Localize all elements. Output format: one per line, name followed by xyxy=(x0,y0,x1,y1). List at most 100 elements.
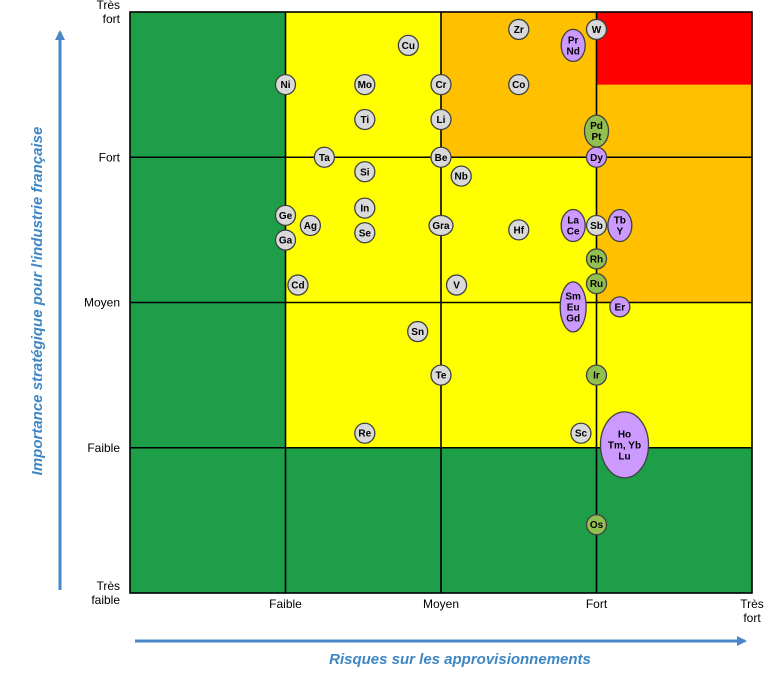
zone-r2-c0 xyxy=(130,157,286,303)
zone-r4-c2 xyxy=(441,447,597,594)
element-marker-shape xyxy=(430,108,452,131)
x-tick-label: Fort xyxy=(586,597,608,611)
zone-r3-c0 xyxy=(130,302,286,449)
element-marker-dy: Dy xyxy=(585,146,608,168)
element-marker-label: Dy xyxy=(590,153,603,164)
element-marker-shape xyxy=(607,208,633,243)
element-marker-label: Si xyxy=(360,167,370,178)
element-marker-nb: Nb xyxy=(450,165,472,187)
element-marker-label: In xyxy=(360,204,369,215)
element-marker-w: W xyxy=(585,18,608,41)
element-marker-cu: Cu xyxy=(397,34,419,57)
element-marker-label: Nb xyxy=(455,172,468,183)
element-marker-label: La Ce xyxy=(567,216,580,238)
element-marker-ir: Ir xyxy=(585,364,608,386)
element-marker-rh: Rh xyxy=(585,248,608,270)
element-marker-label: Ag xyxy=(304,221,317,232)
element-marker-te: Te xyxy=(430,364,452,386)
element-marker-sc: Sc xyxy=(570,422,592,444)
element-marker-ag: Ag xyxy=(299,214,322,237)
element-marker-li: Li xyxy=(430,108,452,131)
element-marker-sn: Sn xyxy=(407,320,429,343)
element-marker-shape xyxy=(354,222,376,244)
element-marker-pd-pt: Pd Pt xyxy=(583,114,610,148)
element-marker-mo: Mo xyxy=(354,73,376,96)
element-marker-shape xyxy=(585,18,608,41)
element-marker-shape xyxy=(430,73,452,96)
element-marker-label: Ti xyxy=(360,115,369,126)
element-marker-sm-eu-gd: Sm Eu Gd xyxy=(559,281,587,333)
element-marker-re: Re xyxy=(354,422,376,444)
element-marker-label: Os xyxy=(590,520,604,531)
y-axis-title: Importance stratégique pour l'industrie … xyxy=(29,127,46,476)
element-marker-os: Os xyxy=(585,514,608,536)
tick-labels: Très faible Faible Moyen Fort Très fort Faible M… xyxy=(84,0,764,625)
element-marker-shape xyxy=(570,422,592,444)
y-tick-label: Faible xyxy=(87,441,120,455)
element-marker-label: Sc xyxy=(575,429,588,440)
element-marker-se: Se xyxy=(354,222,376,244)
element-marker-label: Gra xyxy=(432,221,450,232)
zone-r1-c3 xyxy=(596,84,753,158)
element-marker-shape xyxy=(299,214,322,237)
zone-r0-c3 xyxy=(596,12,753,86)
element-marker-er: Er xyxy=(609,296,631,318)
element-marker-label: Se xyxy=(359,228,372,239)
element-marker-shape xyxy=(585,272,608,295)
risk-zones xyxy=(130,12,753,594)
element-marker-label: Tb Y xyxy=(614,216,626,238)
element-marker-shape xyxy=(508,219,530,241)
element-marker-label: Ta xyxy=(319,153,330,164)
element-marker-la-ce: La Ce xyxy=(560,208,586,243)
element-marker-shape xyxy=(585,146,608,168)
element-marker-label: Zr xyxy=(514,25,524,36)
y-tick-label: Très faible xyxy=(91,579,120,607)
x-tick-label: Très fort xyxy=(740,597,764,625)
element-marker-label: Ga xyxy=(279,236,293,247)
element-marker-label: Cu xyxy=(402,41,415,52)
element-marker-ti: Ti xyxy=(354,108,376,131)
element-marker-cd: Cd xyxy=(287,274,309,296)
element-marker-shape xyxy=(354,197,376,219)
element-marker-shape xyxy=(609,296,631,318)
element-marker-label: Pr Nd xyxy=(567,35,580,57)
element-marker-ge: Ge xyxy=(274,204,297,227)
element-marker-shape xyxy=(354,108,376,131)
element-marker-label: Sm Eu Gd xyxy=(565,291,581,324)
element-marker-be: Be xyxy=(430,146,452,168)
element-marker-ga: Ga xyxy=(274,229,297,251)
element-marker-pr-nd: Pr Nd xyxy=(560,28,586,63)
x-tick-label: Faible xyxy=(269,597,302,611)
element-marker-shape xyxy=(274,204,297,227)
zone-r1-c2 xyxy=(441,84,597,158)
x-axis-title: Risques sur les approvisionnements xyxy=(329,651,591,668)
y-tick-label: Moyen xyxy=(84,296,120,310)
element-marker-label: Te xyxy=(436,371,447,382)
element-marker-label: Co xyxy=(512,80,525,91)
element-marker-shape xyxy=(354,161,376,183)
element-marker-hf: Hf xyxy=(508,219,530,241)
element-marker-shape xyxy=(445,274,468,296)
element-marker-shape xyxy=(585,214,608,237)
element-marker-ni: Ni xyxy=(274,73,297,96)
element-marker-label: W xyxy=(592,25,602,36)
element-marker-shape xyxy=(585,364,608,386)
element-marker-shape xyxy=(585,514,608,536)
element-marker-shape xyxy=(450,165,472,187)
element-marker-in: In xyxy=(354,197,376,219)
zone-r1-c0 xyxy=(130,84,286,158)
grid-lines xyxy=(129,11,753,594)
y-tick-label: Très fort xyxy=(96,0,120,26)
element-marker-shape xyxy=(560,208,586,243)
element-marker-shape xyxy=(274,73,297,96)
element-marker-shape xyxy=(313,146,336,168)
element-marker-label: Ru xyxy=(590,279,603,290)
element-marker-label: Ge xyxy=(279,211,293,222)
element-marker-cr: Cr xyxy=(430,73,452,96)
element-marker-label: V xyxy=(453,281,460,292)
y-tick-label: Fort xyxy=(99,150,121,164)
element-marker-label: Ni xyxy=(281,80,291,91)
element-marker-label: Hf xyxy=(513,225,524,236)
element-marker-label: Li xyxy=(437,115,446,126)
